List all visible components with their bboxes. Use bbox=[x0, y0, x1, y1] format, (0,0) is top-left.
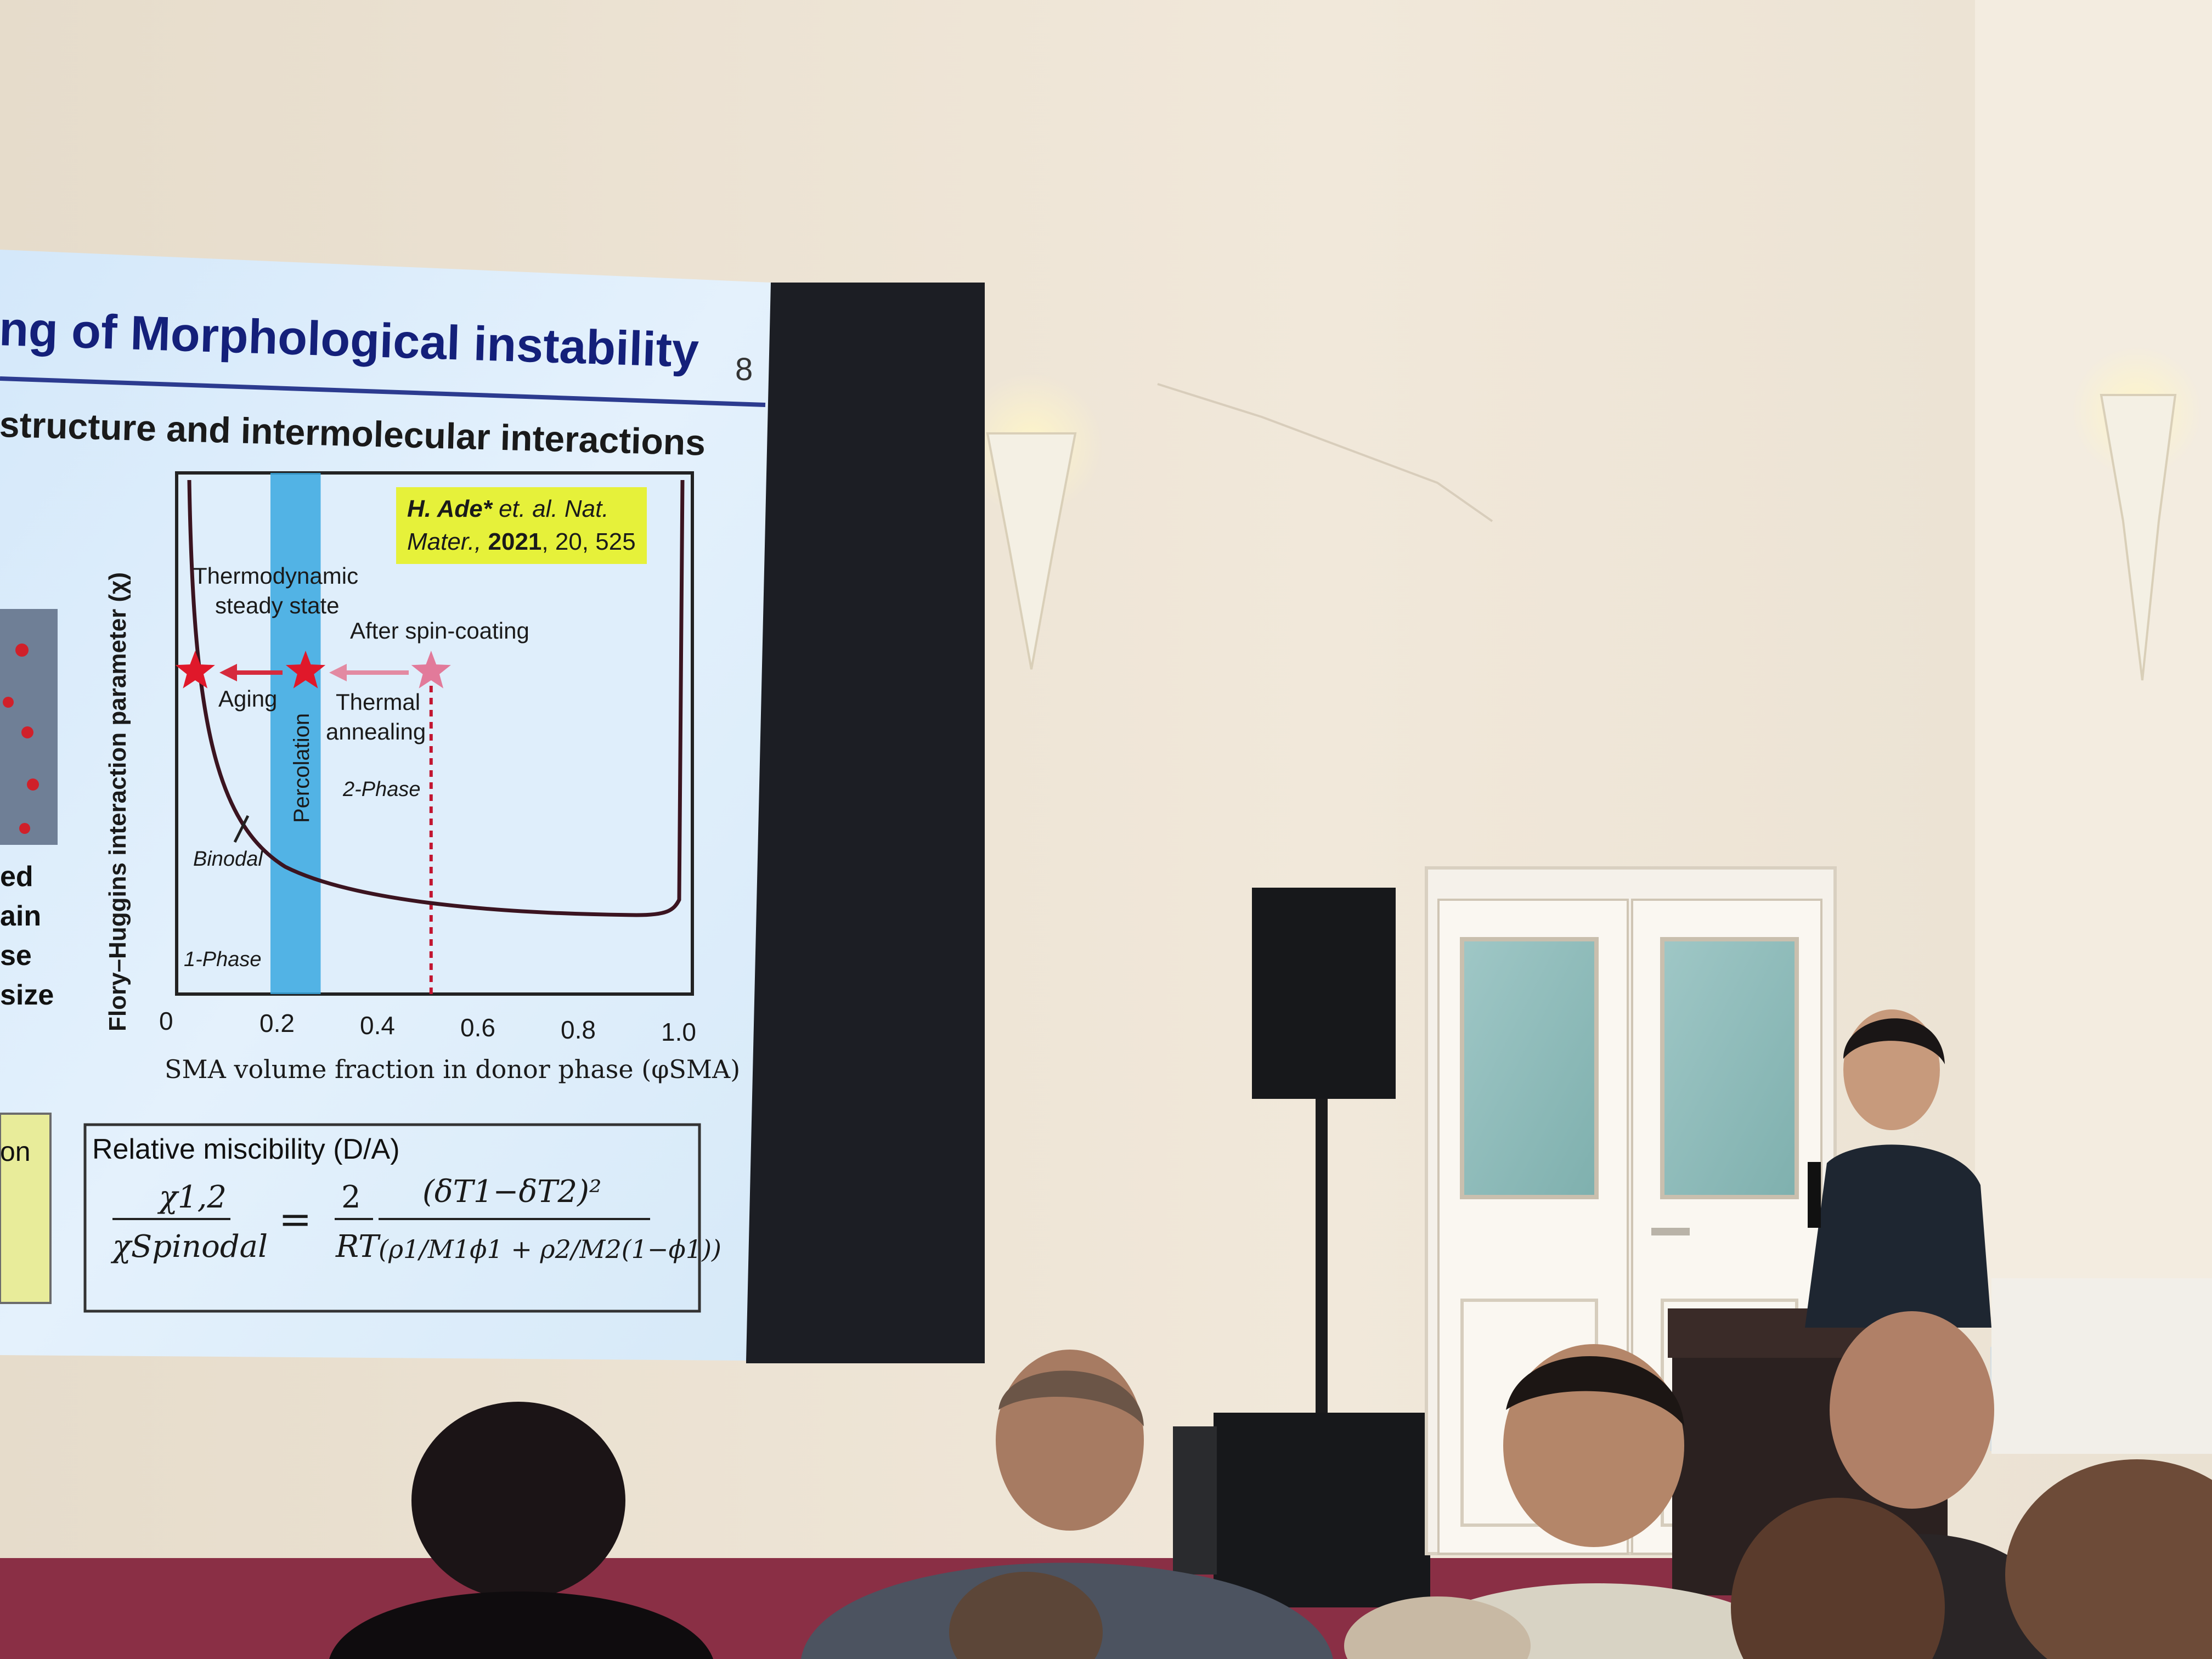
anno-thermodynamic: Thermodynamic bbox=[193, 563, 359, 589]
anno-steady-state: steady state bbox=[215, 592, 340, 618]
percolation-label: Percolation bbox=[290, 713, 314, 823]
ref-journal: Mater., bbox=[407, 528, 488, 555]
left-fragment: size bbox=[0, 979, 54, 1011]
subwoofer-small bbox=[1173, 1426, 1217, 1575]
eq-lhs-numerator: χ1,2 bbox=[159, 1180, 227, 1215]
anno-two-phase: 2-Phase bbox=[343, 778, 421, 801]
left-box-fragment: on bbox=[0, 1136, 31, 1167]
door-glass bbox=[1660, 937, 1799, 1199]
microphone bbox=[1808, 1162, 1821, 1228]
eq-equals: = bbox=[279, 1196, 312, 1242]
audience-head bbox=[1830, 1311, 1994, 1509]
audience-body bbox=[329, 1592, 713, 1659]
x-tick-label: 0.6 bbox=[460, 1013, 495, 1042]
anno-after-spin: After spin-coating bbox=[350, 618, 529, 644]
ref-rest1: et. al. Nat. bbox=[492, 495, 609, 522]
screen-dark-panel bbox=[746, 283, 985, 1363]
speaker-stand bbox=[1316, 1099, 1328, 1423]
x-tick-label: 0.2 bbox=[259, 1009, 295, 1037]
ref-rest2: , 20, 525 bbox=[541, 528, 636, 555]
wall-crack bbox=[1157, 383, 1493, 522]
audience-head bbox=[1344, 1596, 1531, 1659]
subwoofer bbox=[1214, 1413, 1430, 1607]
binodal-pointer bbox=[233, 815, 250, 843]
right-wall bbox=[1975, 0, 2212, 1317]
binodal-curve bbox=[187, 479, 685, 917]
left-dot bbox=[21, 726, 33, 738]
audience-head bbox=[949, 1572, 1103, 1659]
percolation-band bbox=[270, 473, 321, 994]
chart-x-label: SMA volume fraction in donor phase (φSMA… bbox=[165, 1054, 741, 1084]
eq-lhs-denominator: χSpinodal bbox=[112, 1229, 268, 1265]
left-yellow-box bbox=[0, 1113, 52, 1304]
audience-head-hair bbox=[998, 1370, 1144, 1426]
chart-star-2 bbox=[285, 651, 326, 689]
left-dot bbox=[19, 823, 30, 834]
left-fragment: ain bbox=[0, 900, 42, 932]
sconce-right bbox=[2100, 394, 2177, 681]
chart-reference: H. Ade* et. al. Nat. Mater., 2021, 20, 5… bbox=[396, 487, 647, 564]
ref-authors: H. Ade* bbox=[407, 495, 492, 522]
x-tick-label: 0.4 bbox=[360, 1011, 395, 1040]
chart-y-label: Flory–Huggins interaction parameter (χ) bbox=[104, 572, 131, 1031]
left-fragment: ed bbox=[0, 861, 33, 893]
side-table bbox=[1991, 1278, 2212, 1454]
equation-box bbox=[83, 1123, 701, 1313]
slide-page-number: 8 bbox=[735, 352, 753, 387]
anno-binodal: Binodal bbox=[193, 848, 263, 871]
sconce-left bbox=[986, 432, 1077, 670]
aging-arrow-head bbox=[219, 664, 237, 681]
eq-rhs-denominator: (ρ1/M1ϕ1 + ρ2/M2(1−ϕ1)) bbox=[379, 1234, 721, 1264]
eq-coef-denominator: RT bbox=[336, 1229, 379, 1265]
x-tick-label: 1.0 bbox=[661, 1018, 696, 1046]
door-glass bbox=[1460, 937, 1599, 1199]
left-dot bbox=[15, 644, 29, 657]
ref-year: 2021 bbox=[488, 528, 542, 555]
slide-title-rule bbox=[0, 376, 766, 407]
audience-head bbox=[1731, 1498, 1945, 1659]
chart-star-1 bbox=[175, 651, 215, 689]
audience-head bbox=[411, 1402, 625, 1599]
left-dot bbox=[3, 697, 14, 708]
x-tick-label: 0.8 bbox=[561, 1015, 596, 1044]
annealing-arrow-head bbox=[329, 664, 347, 681]
left-fragment: se bbox=[0, 940, 32, 972]
anno-thermal: Thermal bbox=[336, 689, 421, 715]
anno-one-phase: 1-Phase bbox=[184, 948, 262, 971]
audience-head-hair bbox=[1506, 1356, 1684, 1426]
door-handle bbox=[1651, 1228, 1690, 1235]
presenter-body bbox=[1805, 1144, 1991, 1328]
eq-coef-numerator: 2 bbox=[341, 1180, 361, 1215]
audience-head bbox=[2005, 1459, 2212, 1659]
x-tick-label: 0 bbox=[159, 1007, 173, 1035]
left-dot bbox=[27, 778, 39, 791]
anno-aging: Aging bbox=[218, 686, 278, 712]
chart-star-3 bbox=[411, 651, 451, 689]
equation-title: Relative miscibility (D/A) bbox=[92, 1133, 400, 1165]
speaker-cabinet bbox=[1252, 888, 1396, 1099]
anno-annealing: annealing bbox=[326, 719, 426, 744]
presenter-hair bbox=[1843, 1018, 1945, 1064]
chart-stars bbox=[175, 651, 451, 689]
eq-rhs-numerator: (δT1−δT2)² bbox=[422, 1174, 602, 1210]
